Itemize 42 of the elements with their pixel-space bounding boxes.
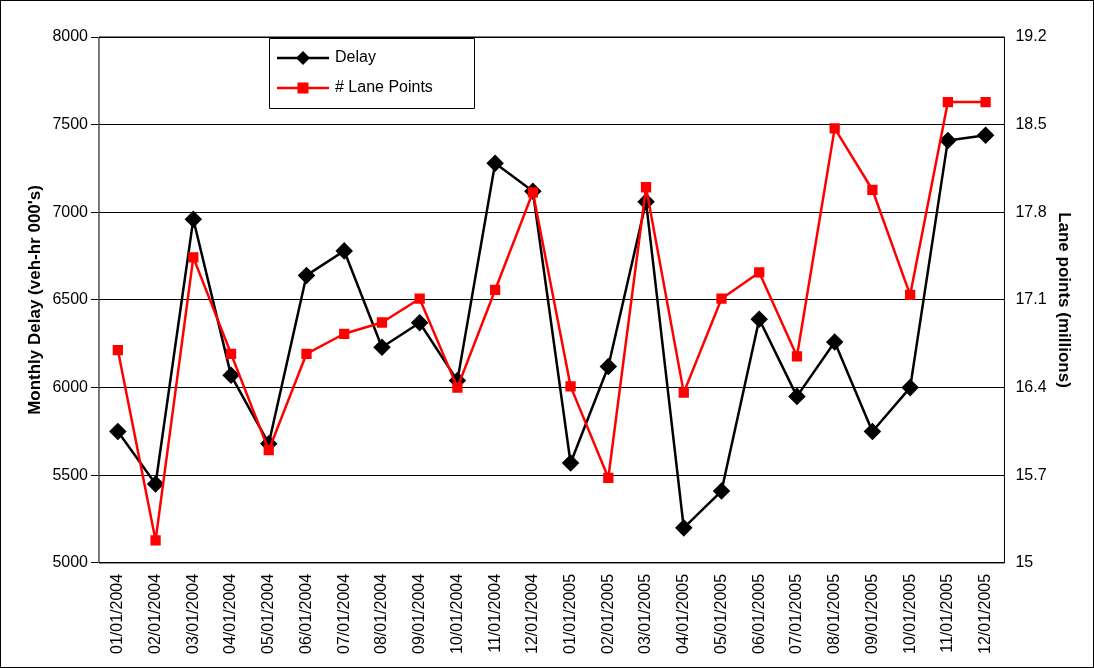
y2-tick-label: 19.2 bbox=[1015, 27, 1047, 45]
x-tick-label: 09/01/2004 bbox=[410, 573, 428, 654]
x-tick-label: 01/01/2005 bbox=[561, 573, 578, 654]
y-tick-label: 7500 bbox=[52, 115, 89, 133]
x-tick-label: 04/01/2005 bbox=[674, 573, 692, 654]
x-tick-label: 02/01/2004 bbox=[145, 573, 163, 654]
x-tick-label: 09/01/2005 bbox=[862, 573, 880, 654]
y2-tick-label: 17.8 bbox=[1015, 202, 1047, 220]
x-tick-label: 11/01/2004 bbox=[485, 573, 503, 653]
y-tick-label: 6000 bbox=[52, 378, 89, 396]
x-tick-label: 05/01/2004 bbox=[259, 573, 277, 654]
x-tick-label: 08/01/2004 bbox=[372, 573, 390, 654]
x-tick-label: 06/01/2005 bbox=[749, 573, 767, 654]
y-tick-label: 6500 bbox=[52, 290, 89, 308]
x-tick-label: 03/01/2004 bbox=[183, 573, 201, 654]
y-tick-label: 8000 bbox=[52, 27, 89, 45]
x-tick-label: 06/01/2004 bbox=[296, 573, 314, 654]
x-tick-label: 02/01/2005 bbox=[598, 573, 616, 654]
x-tick-label: 05/01/2005 bbox=[711, 573, 729, 654]
legend-label: Delay bbox=[334, 48, 376, 66]
x-tick-label: 03/01/2005 bbox=[636, 573, 654, 654]
x-tick-label: 08/01/2005 bbox=[825, 573, 843, 654]
y2-tick-label: 18.5 bbox=[1015, 115, 1047, 133]
y-tick-label: 7000 bbox=[52, 202, 89, 220]
x-tick-label: 12/01/2005 bbox=[976, 573, 993, 654]
x-tick-label: 01/01/2004 bbox=[108, 573, 126, 654]
y2-tick-label: 16.4 bbox=[1015, 378, 1047, 396]
y-axis-title: Monthly Delay (veh-hr 000's) bbox=[24, 185, 44, 415]
x-tick-label: 07/01/2005 bbox=[787, 573, 805, 654]
y2-tick-label: 15 bbox=[1015, 553, 1034, 571]
y2-tick-label: 17.1 bbox=[1015, 290, 1047, 308]
y-tick-label: 5500 bbox=[52, 465, 89, 483]
x-tick-label: 11/01/2005 bbox=[938, 573, 956, 653]
x-tick-label: 07/01/2004 bbox=[334, 573, 352, 654]
y2-tick-label: 15.7 bbox=[1015, 465, 1047, 483]
y-tick-label: 5000 bbox=[52, 553, 89, 571]
x-tick-label: 10/01/2005 bbox=[900, 573, 918, 654]
legend-label: # Lane Points bbox=[334, 78, 433, 96]
x-tick-label: 04/01/2004 bbox=[221, 573, 239, 654]
x-tick-label: 12/01/2004 bbox=[523, 573, 541, 654]
y2-axis-title: Lane points (millions) bbox=[1055, 212, 1075, 388]
x-tick-label: 10/01/2004 bbox=[447, 573, 465, 654]
